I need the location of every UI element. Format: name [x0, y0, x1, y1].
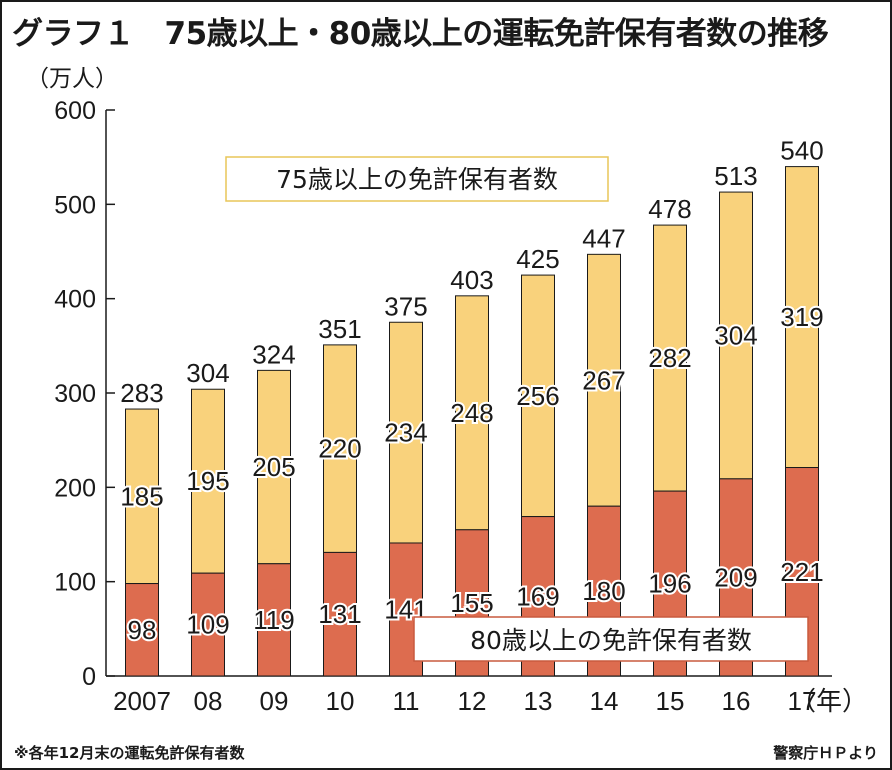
legend-label-over75: 75歳以上の免許保有者数 [276, 165, 558, 194]
over75-segment-label: 248 [450, 398, 493, 428]
bar-segment-over75 [125, 408, 159, 585]
total-label: 304 [186, 358, 229, 388]
x-tick-label: 13 [524, 686, 553, 716]
y-tick-label: 600 [54, 97, 96, 125]
over75-segment-label: 282 [648, 343, 691, 373]
over75-segment-label: 304 [714, 320, 757, 350]
y-tick-label: 100 [54, 569, 96, 597]
total-label: 478 [648, 194, 691, 224]
over80-segment-label: 119 [253, 605, 294, 635]
bar-segment-over80 [257, 563, 291, 677]
y-tick-label: 0 [82, 663, 96, 691]
over75-segment-label: 256 [516, 381, 559, 411]
legend-box-over75 [225, 156, 609, 202]
over80-segment-label: 155 [450, 588, 493, 618]
legends: 75歳以上の免許保有者数 80歳以上の免許保有者数 [225, 156, 809, 662]
total-label: 351 [318, 314, 361, 344]
bar-segment-over75 [257, 369, 291, 565]
over75-segment-label: 205 [252, 452, 295, 482]
over80-segment-label: 109 [186, 610, 229, 640]
bar-segment-over75 [719, 191, 753, 480]
bar-segment-over75 [455, 295, 489, 531]
x-tick-label: 08 [194, 686, 223, 716]
total-label: 403 [450, 265, 493, 295]
bar-segment-over75 [323, 344, 357, 553]
legend-box-over80 [413, 616, 809, 662]
over80-segment-label: 221 [780, 557, 823, 587]
total-label: 540 [780, 136, 823, 166]
y-tick-label: 400 [54, 286, 96, 314]
y-tick-label: 300 [54, 380, 96, 408]
data-labels: 283 185 98 304 195 109 324 205 119 351 220 131 375 23… [118, 136, 825, 647]
over80-segment-label: 196 [648, 569, 691, 599]
over75-segment-label: 195 [186, 466, 229, 496]
x-tick-label: 11 [393, 686, 420, 716]
over80-segment-label: 98 [128, 615, 157, 645]
total-label: 425 [516, 244, 559, 274]
x-tick-label: 2007 [113, 686, 171, 716]
x-axis-unit: （年） [790, 686, 868, 716]
y-tick-label: 500 [54, 191, 96, 219]
bar-segment-over75 [587, 253, 621, 507]
y-tick-label: 200 [54, 474, 96, 502]
x-tick-label: 16 [722, 686, 751, 716]
x-tick-label: 10 [326, 686, 355, 716]
x-tick-label: 14 [590, 686, 619, 716]
over80-segment-label: 131 [318, 599, 361, 629]
chart-title: グラフ１ 75歳以上・80歳以上の運転免許保有者数の推移 [12, 16, 829, 52]
bar-segment-over75 [653, 224, 687, 492]
over75-segment-label: 267 [582, 365, 625, 395]
over75-segment-label: 234 [384, 418, 427, 448]
total-label: 375 [384, 291, 427, 321]
total-label: 324 [252, 339, 295, 369]
over80-segment-label: 169 [516, 581, 559, 611]
over80-segment-label: 180 [582, 576, 625, 606]
bar-segment-over80 [323, 551, 357, 677]
x-tick-label: 09 [260, 686, 289, 716]
x-tick-label: 15 [656, 686, 685, 716]
over75-segment-label: 185 [120, 481, 163, 511]
bar-segment-over80 [125, 583, 159, 677]
over80-segment-label: 209 [714, 562, 757, 592]
x-tick-label: 12 [458, 686, 487, 716]
over75-segment-label: 220 [318, 434, 361, 464]
y-axis-unit: （万人） [26, 66, 118, 92]
over75-segment-label: 319 [780, 302, 823, 332]
source-note: 警察庁ＨＰより [773, 744, 878, 762]
total-label: 283 [120, 378, 163, 408]
x-tick-label: 17 [788, 686, 817, 716]
total-label: 447 [582, 223, 625, 253]
legend-label-over80: 80歳以上の免許保有者数 [470, 626, 752, 655]
bar-segment-over80 [191, 572, 225, 677]
footnote: ※各年12月末の運転免許保有者数 [14, 744, 245, 762]
total-label: 513 [714, 161, 757, 191]
bar-segment-over75 [521, 274, 555, 518]
